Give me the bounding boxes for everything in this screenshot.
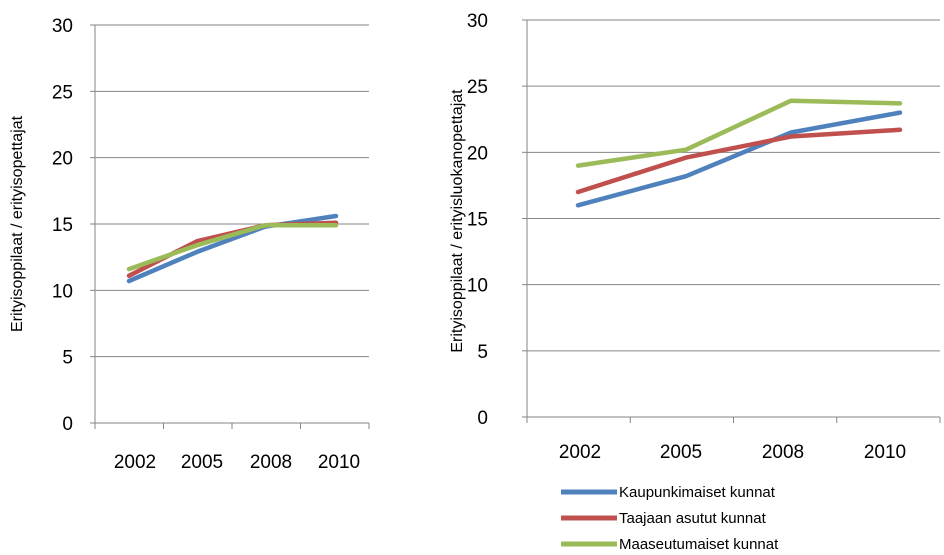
y-tick-label: 5 <box>477 342 488 363</box>
y-tick-label: 10 <box>52 281 73 302</box>
y-tick-label: 25 <box>52 82 73 103</box>
legend-label: Kaupunkimaiset kunnat <box>619 484 776 501</box>
y-tick-label: 25 <box>467 77 488 98</box>
x-tick-label: 2005 <box>181 452 223 473</box>
left-chart: 0 5 10 15 20 25 30 2002 2005 2008 2010 Erityisoppil… <box>9 16 370 473</box>
series-line-kaupunkimaiset-kunnat <box>126 213 339 284</box>
x-tick-label: 2010 <box>318 452 360 473</box>
x-tick-label: 2008 <box>250 452 292 473</box>
y-tick-label: 5 <box>62 348 73 369</box>
y-tick-label: 15 <box>52 215 73 236</box>
x-tick-label: 2008 <box>762 442 804 463</box>
y-tick-label: 30 <box>52 16 73 37</box>
x-tick-label: 2002 <box>559 442 601 463</box>
right-chart: 0 5 10 15 20 25 30 2002 2005 2008 2010 Erityisoppil… <box>449 11 941 463</box>
legend-label: Maaseutumaiset kunnat <box>619 536 779 553</box>
series-line-maaseutumaiset-kunnat <box>126 223 339 272</box>
y-tick-label: 20 <box>467 143 488 164</box>
series-line-maaseutumaiset-kunnat <box>575 98 903 168</box>
y-tick-label: 0 <box>62 414 73 435</box>
series-line-kaupunkimaiset-kunnat <box>575 110 903 208</box>
y-tick-label: 10 <box>467 276 488 297</box>
legend-label: Taajaan asutut kunnat <box>619 510 767 527</box>
x-tick-label: 2010 <box>864 442 906 463</box>
x-tick-label: 2002 <box>114 452 156 473</box>
series-line-taajaan-asutut-kunnat <box>575 127 903 195</box>
y-tick-label: 0 <box>477 408 488 429</box>
x-tick-label: 2005 <box>660 442 702 463</box>
y-axis-label: Erityisoppilaat / erityisopettajat <box>9 115 26 332</box>
y-axis-label: Erityisoppilaat / erityisluokanopettajat <box>449 89 466 353</box>
y-tick-label: 30 <box>467 11 488 32</box>
legend: Kaupunkimaiset kunnat Taajaan asutut kunn… <box>561 484 779 553</box>
y-tick-label: 20 <box>52 149 73 170</box>
y-tick-label: 15 <box>467 210 488 231</box>
